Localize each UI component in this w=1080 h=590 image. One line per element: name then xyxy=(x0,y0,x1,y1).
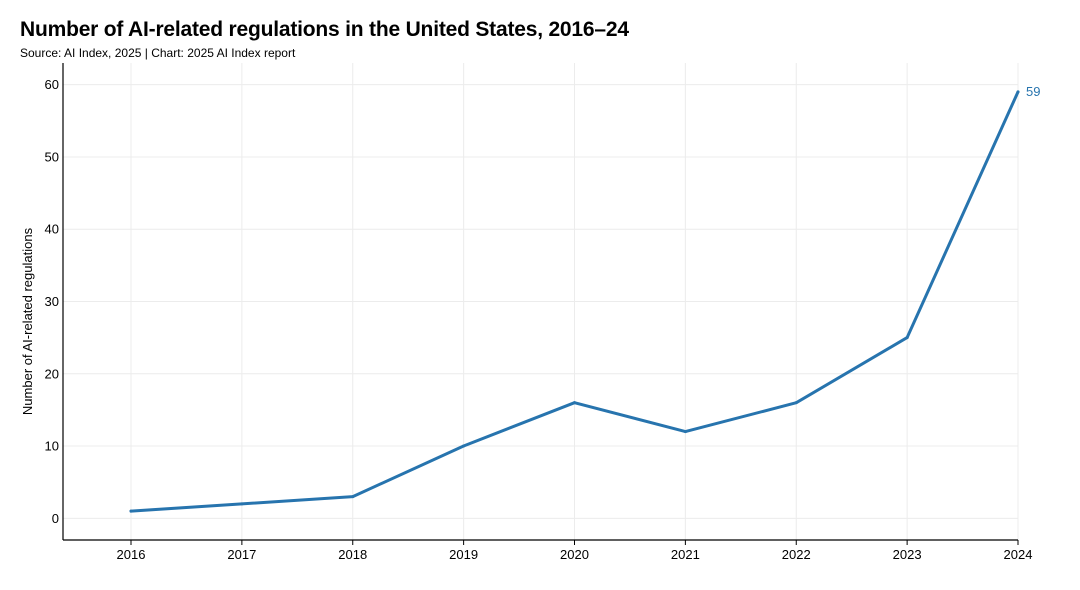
y-tick-label: 30 xyxy=(45,294,59,309)
chart-subtitle: Source: AI Index, 2025 | Chart: 2025 AI … xyxy=(20,46,296,60)
axes xyxy=(62,63,1018,541)
data-point xyxy=(240,502,244,506)
x-tick-labels: 2016 2017 2018 2019 2020 2021 2022 2023 2024 xyxy=(117,540,1033,562)
y-tick-label: 0 xyxy=(52,511,59,526)
y-tick-labels: 0 10 20 30 40 50 60 xyxy=(45,77,59,526)
y-tick-label: 10 xyxy=(45,439,59,454)
data-point xyxy=(1016,90,1020,94)
data-point xyxy=(683,430,687,434)
data-point xyxy=(905,336,909,340)
y-tick-label: 60 xyxy=(45,77,59,92)
end-value-label: 59 xyxy=(1026,84,1040,99)
x-tick-label: 2022 xyxy=(782,547,811,562)
data-point xyxy=(351,495,355,499)
grid-lines xyxy=(63,63,1019,540)
series-layer: 59 xyxy=(129,84,1040,513)
x-tick-label: 2019 xyxy=(449,547,478,562)
x-tick-label: 2018 xyxy=(338,547,367,562)
data-point xyxy=(462,444,466,448)
x-tick-label: 2023 xyxy=(893,547,922,562)
x-tick-label: 2021 xyxy=(671,547,700,562)
data-point xyxy=(129,509,133,513)
y-tick-label: 40 xyxy=(45,222,59,237)
y-axis-title: Number of AI-related regulations xyxy=(20,227,35,415)
x-tick-label: 2024 xyxy=(1004,547,1033,562)
data-point xyxy=(794,401,798,405)
x-tick-label: 2017 xyxy=(227,547,256,562)
x-tick-label: 2016 xyxy=(117,547,146,562)
data-point xyxy=(573,401,576,405)
y-tick-label: 50 xyxy=(45,149,59,164)
chart-title: Number of AI-related regulations in the … xyxy=(20,18,629,41)
x-tick-label: 2020 xyxy=(560,547,589,562)
y-tick-label: 20 xyxy=(45,366,59,381)
